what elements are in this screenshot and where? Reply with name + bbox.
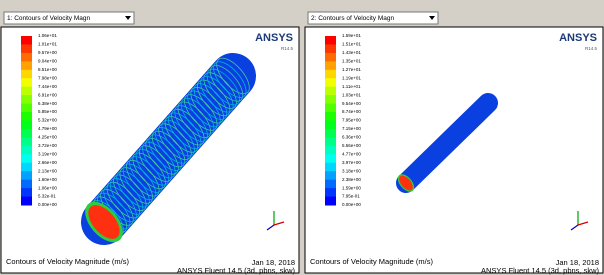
viewport: 2: Contours of Velocity Magn 1.59e+01 1.51… [305, 12, 603, 275]
colorbar-band [325, 36, 336, 45]
colorbar-band [21, 121, 32, 130]
colorbar-band [21, 171, 32, 180]
colorbar-band [21, 188, 32, 197]
colorbar-label: 1.03e+01 [342, 92, 361, 97]
colorbar-label: 1.51e+01 [342, 42, 361, 47]
colorbar-band [325, 87, 336, 96]
colorbar-label: 1.35e+01 [342, 59, 361, 64]
version: R14.5 [585, 46, 598, 51]
colorbar-band [21, 112, 32, 121]
colorbar-label: 7.95e+00 [342, 118, 361, 123]
colorbar-band [325, 61, 336, 70]
colorbar-label: 0.00e+00 [342, 202, 361, 207]
colorbar-band [325, 70, 336, 79]
colorbar-band [21, 146, 32, 155]
colorbar-label: 6.91e+00 [38, 92, 57, 97]
screenshot: 1: Contours of Velocity Magn 1.06e+01 1.01… [0, 0, 604, 275]
colorbar-label: 3.72e+00 [38, 143, 57, 148]
colorbar-band [325, 197, 336, 206]
colorbar-label: 2.38e+00 [342, 177, 361, 182]
colorbar-label: 1.59e+00 [342, 185, 361, 190]
brand: ANSYS [255, 32, 293, 44]
colorbar-label: 1.60e+00 [38, 177, 57, 182]
colorbar-band [21, 61, 32, 70]
colorbar-band [21, 104, 32, 113]
colorbar-band [325, 129, 336, 138]
caption: Contours of Velocity Magnitude (m/s) [310, 257, 433, 266]
colorbar-band [325, 171, 336, 180]
colorbar-label: 1.59e+01 [342, 33, 361, 38]
colorbar-label: 9.54e+00 [342, 101, 361, 106]
version: R14.5 [281, 46, 294, 51]
product: ANSYS Fluent 14.5 (3d, pbns, skw) [481, 266, 599, 275]
colorbar-label: 7.95e-01 [342, 194, 360, 199]
colorbar-label: 7.44e+00 [38, 84, 57, 89]
tab-title: 2: Contours of Velocity Magn [311, 15, 394, 22]
colorbar-label: 7.98e+00 [38, 75, 57, 80]
colorbar-label: 2.13e+00 [38, 168, 57, 173]
colorbar-band [21, 129, 32, 138]
colorbar-band [325, 95, 336, 104]
colorbar-label: 2.66e+00 [38, 160, 57, 165]
colorbar-label: 5.56e+00 [342, 143, 361, 148]
colorbar-band [21, 70, 32, 79]
colorbar-band [325, 112, 336, 121]
colorbar-band [21, 163, 32, 172]
colorbar-label: 5.85e+00 [38, 109, 57, 114]
colorbar-label: 1.06e+01 [38, 33, 57, 38]
colorbar-label: 4.77e+00 [342, 151, 361, 156]
colorbar-band [325, 146, 336, 155]
colorbar-band [325, 154, 336, 163]
brand: ANSYS [559, 32, 597, 44]
colorbar-band [325, 188, 336, 197]
product: ANSYS Fluent 14.5 (3d, pbns, skw) [177, 266, 295, 275]
colorbar-band [325, 137, 336, 146]
colorbar-label: 1.43e+01 [342, 50, 361, 55]
colorbar-label: 8.74e+00 [342, 109, 361, 114]
tab-title: 1: Contours of Velocity Magn [7, 15, 90, 22]
colorbar-label: 4.79e+00 [38, 126, 57, 131]
colorbar-band [325, 104, 336, 113]
colorbar-band [21, 53, 32, 62]
colorbar-label: 6.38e+00 [38, 101, 57, 106]
colorbar-band [21, 180, 32, 189]
colorbar-band [21, 87, 32, 96]
colorbar-label: 4.25e+00 [38, 135, 57, 140]
viewport: 1: Contours of Velocity Magn 1.06e+01 1.01… [1, 12, 299, 275]
colorbar-label: 1.19e+01 [342, 75, 361, 80]
colorbar-band [21, 44, 32, 53]
colorbar-band [21, 95, 32, 104]
colorbar-band [325, 163, 336, 172]
colorbar-label: 9.04e+00 [38, 59, 57, 64]
colorbar-label: 1.27e+01 [342, 67, 361, 72]
colorbar-label: 5.32e+00 [38, 118, 57, 123]
caption: Contours of Velocity Magnitude (m/s) [6, 257, 129, 266]
colorbar-label: 1.06e+00 [38, 185, 57, 190]
colorbar-band [325, 44, 336, 53]
colorbar-label: 7.15e+00 [342, 126, 361, 131]
colorbar-band [21, 78, 32, 87]
colorbar-label: 3.19e+00 [38, 151, 57, 156]
colorbar-label: 1.01e+01 [38, 42, 57, 47]
colorbar-band [325, 78, 336, 87]
colorbar-band [21, 154, 32, 163]
colorbar-band [21, 36, 32, 45]
colorbar-band [21, 137, 32, 146]
colorbar-label: 1.11e+01 [342, 84, 361, 89]
colorbar-label: 0.00e+00 [38, 202, 57, 207]
colorbar-label: 8.51e+00 [38, 67, 57, 72]
colorbar-label: 9.57e+00 [38, 50, 57, 55]
colorbar-band [21, 197, 32, 206]
page: 1: Contours of Velocity Magn 1.06e+01 1.01… [0, 0, 604, 275]
colorbar-label: 5.32e-01 [38, 194, 56, 199]
colorbar-label: 3.18e+00 [342, 168, 361, 173]
colorbar-band [325, 180, 336, 189]
colorbar-label: 3.97e+00 [342, 160, 361, 165]
colorbar-band [325, 121, 336, 130]
colorbar-label: 6.36e+00 [342, 135, 361, 140]
colorbar-band [325, 53, 336, 62]
